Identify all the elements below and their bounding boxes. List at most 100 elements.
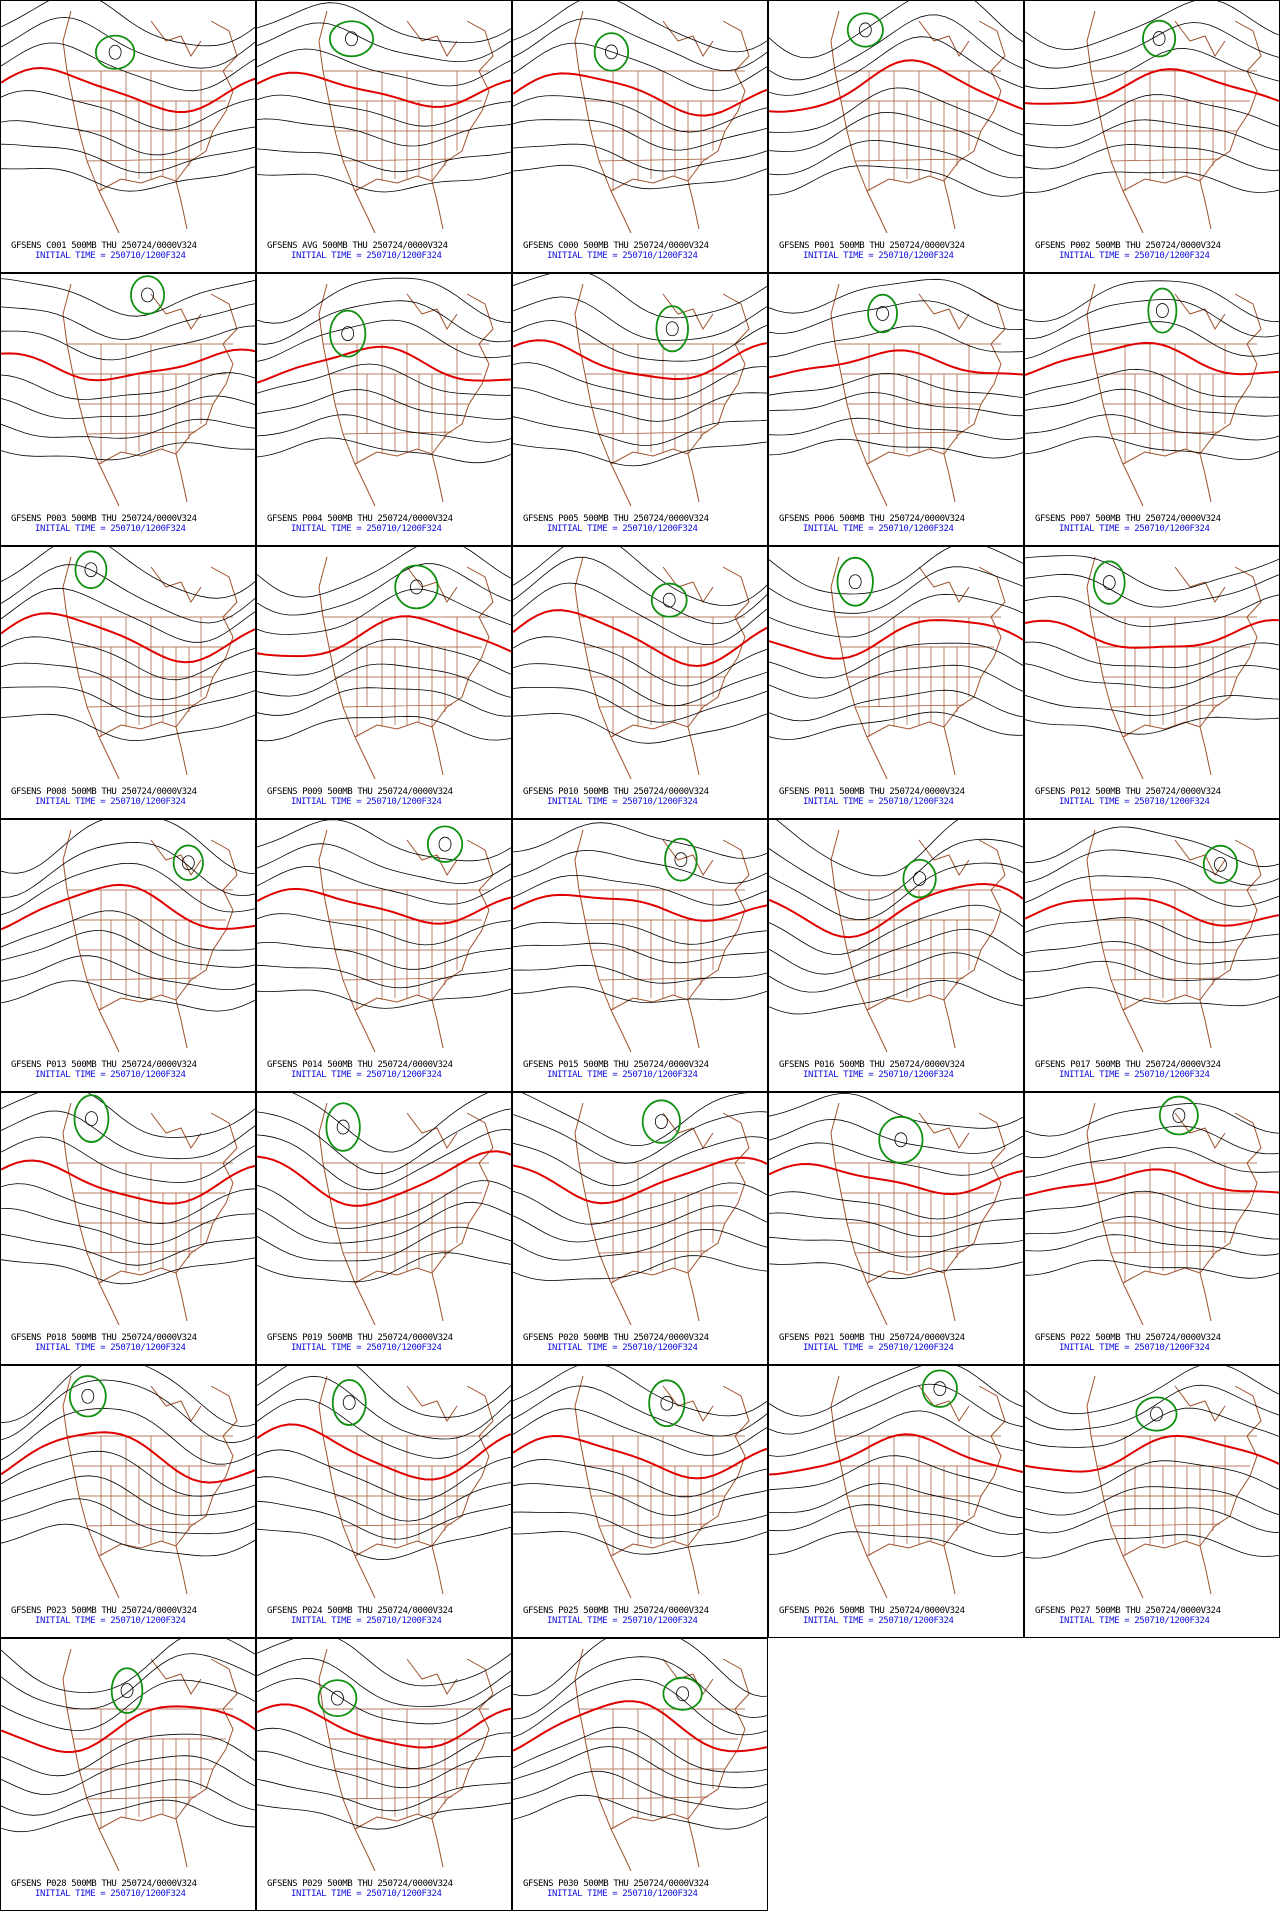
- coastline: [830, 283, 1006, 507]
- contour: [257, 22, 511, 63]
- contour: [120, 1683, 134, 1699]
- contour: [257, 1398, 511, 1459]
- contour: [513, 274, 767, 319]
- ensemble-panel: GFSENS P011 500MB THU 250724/0000V324 INI…: [768, 546, 1024, 819]
- contour: [257, 563, 511, 616]
- contour-576: [513, 1434, 767, 1480]
- contour: [1025, 941, 1279, 965]
- map: [1, 1366, 255, 1599]
- ensemble-panel: GFSENS P018 500MB THU 250724/0000V324 INI…: [0, 1092, 256, 1365]
- contour: [1150, 1406, 1163, 1422]
- contour: [513, 119, 767, 151]
- ensemble-panel: GFSENS AVG 500MB THU 250724/0000V324 INIT…: [256, 0, 512, 273]
- contour: [769, 1455, 1023, 1493]
- contour: [257, 148, 511, 173]
- ensemble-panel: GFSENS P029 500MB THU 250724/0000V324 INI…: [256, 1638, 512, 1911]
- contour: [513, 822, 767, 859]
- contour: [257, 1449, 511, 1501]
- contour: [1, 16, 255, 69]
- contour: [769, 165, 1023, 197]
- contour-552: [426, 825, 464, 863]
- contour: [1025, 388, 1279, 417]
- initial-time: INITIAL TIME = 250710/1200F324: [35, 1070, 186, 1080]
- contour: [141, 287, 154, 303]
- state-borders: [67, 1162, 233, 1283]
- initial-time: INITIAL TIME = 250710/1200F324: [35, 524, 186, 534]
- panel-title: GFSENS P002 500MB THU 250724/0000V324: [1035, 241, 1221, 251]
- coastline: [1086, 829, 1262, 1053]
- panel-title: GFSENS P003 500MB THU 250724/0000V324: [11, 514, 197, 524]
- contour: [1, 1408, 255, 1465]
- contour: [1025, 1216, 1279, 1240]
- contour: [257, 820, 511, 862]
- coastline: [318, 1102, 494, 1326]
- state-borders: [67, 1435, 233, 1556]
- contour-576: [513, 339, 767, 380]
- map: [513, 822, 767, 1053]
- contour: [769, 111, 1023, 157]
- panel-title: GFSENS P021 500MB THU 250724/0000V324: [779, 1333, 965, 1343]
- contour: [257, 1750, 511, 1789]
- contour: [331, 1690, 344, 1706]
- contour: [1, 547, 255, 599]
- initial-time: INITIAL TIME = 250710/1200F324: [547, 1616, 698, 1626]
- contour: [513, 1408, 767, 1456]
- contour: [1025, 1486, 1279, 1516]
- contour: [1025, 1384, 1279, 1431]
- initial-time: INITIAL TIME = 250710/1200F324: [803, 797, 954, 807]
- contour: [257, 389, 511, 420]
- map: [513, 1, 767, 234]
- panel-title: GFSENS P028 500MB THU 250724/0000V324: [11, 1879, 197, 1889]
- contour: [769, 1236, 1023, 1258]
- contour-576: [257, 1423, 511, 1481]
- contour: [769, 1483, 1023, 1519]
- ensemble-panel: GFSENS P024 500MB THU 250724/0000V324 INI…: [256, 1365, 512, 1638]
- contour: [1, 1207, 255, 1245]
- contour-552: [902, 858, 937, 899]
- contour: [1025, 1234, 1279, 1256]
- contour: [521, 1093, 749, 1146]
- contour-576: [513, 72, 767, 117]
- panel-title: GFSENS P011 500MB THU 250724/0000V324: [779, 787, 965, 797]
- contour: [769, 1504, 1023, 1535]
- contour: [769, 1531, 1023, 1558]
- contour: [769, 36, 1023, 96]
- panel-title: GFSENS P026 500MB THU 250724/0000V324: [779, 1606, 965, 1616]
- map: [769, 1, 1023, 234]
- contour: [776, 820, 959, 877]
- coastline: [574, 283, 750, 507]
- contour: [1, 1233, 255, 1266]
- initial-time: INITIAL TIME = 250710/1200F324: [35, 251, 186, 261]
- contour: [933, 1381, 947, 1397]
- initial-time: INITIAL TIME = 250710/1200F324: [291, 1343, 442, 1353]
- state-borders: [323, 1708, 489, 1829]
- contour: [1025, 917, 1279, 944]
- contour: [1025, 987, 1279, 1007]
- contour-576: [1025, 897, 1279, 927]
- contour: [1025, 960, 1279, 982]
- coastline: [62, 556, 238, 780]
- contour: [257, 1375, 511, 1440]
- contour: [341, 326, 355, 342]
- map: [1, 820, 255, 1053]
- initial-time: INITIAL TIME = 250710/1200F324: [547, 1343, 698, 1353]
- contour-552: [329, 309, 367, 358]
- coastline: [574, 556, 750, 780]
- contour: [342, 1395, 356, 1410]
- contour: [257, 2, 511, 44]
- contour: [1025, 826, 1279, 868]
- contour: [257, 1201, 511, 1244]
- contour: [1102, 575, 1116, 590]
- map: [1, 1639, 255, 1872]
- contour: [1, 166, 255, 192]
- contour: [1, 1, 255, 47]
- contour: [1, 442, 255, 461]
- contour-552: [73, 1094, 110, 1143]
- ensemble-panel: GFSENS P021 500MB THU 250724/0000V324 INI…: [768, 1092, 1024, 1365]
- map: [513, 1639, 767, 1872]
- contour: [513, 636, 767, 687]
- contour: [769, 1212, 1023, 1237]
- contour: [257, 363, 511, 396]
- contour: [513, 164, 767, 190]
- initial-time: INITIAL TIME = 250710/1200F324: [803, 1343, 954, 1353]
